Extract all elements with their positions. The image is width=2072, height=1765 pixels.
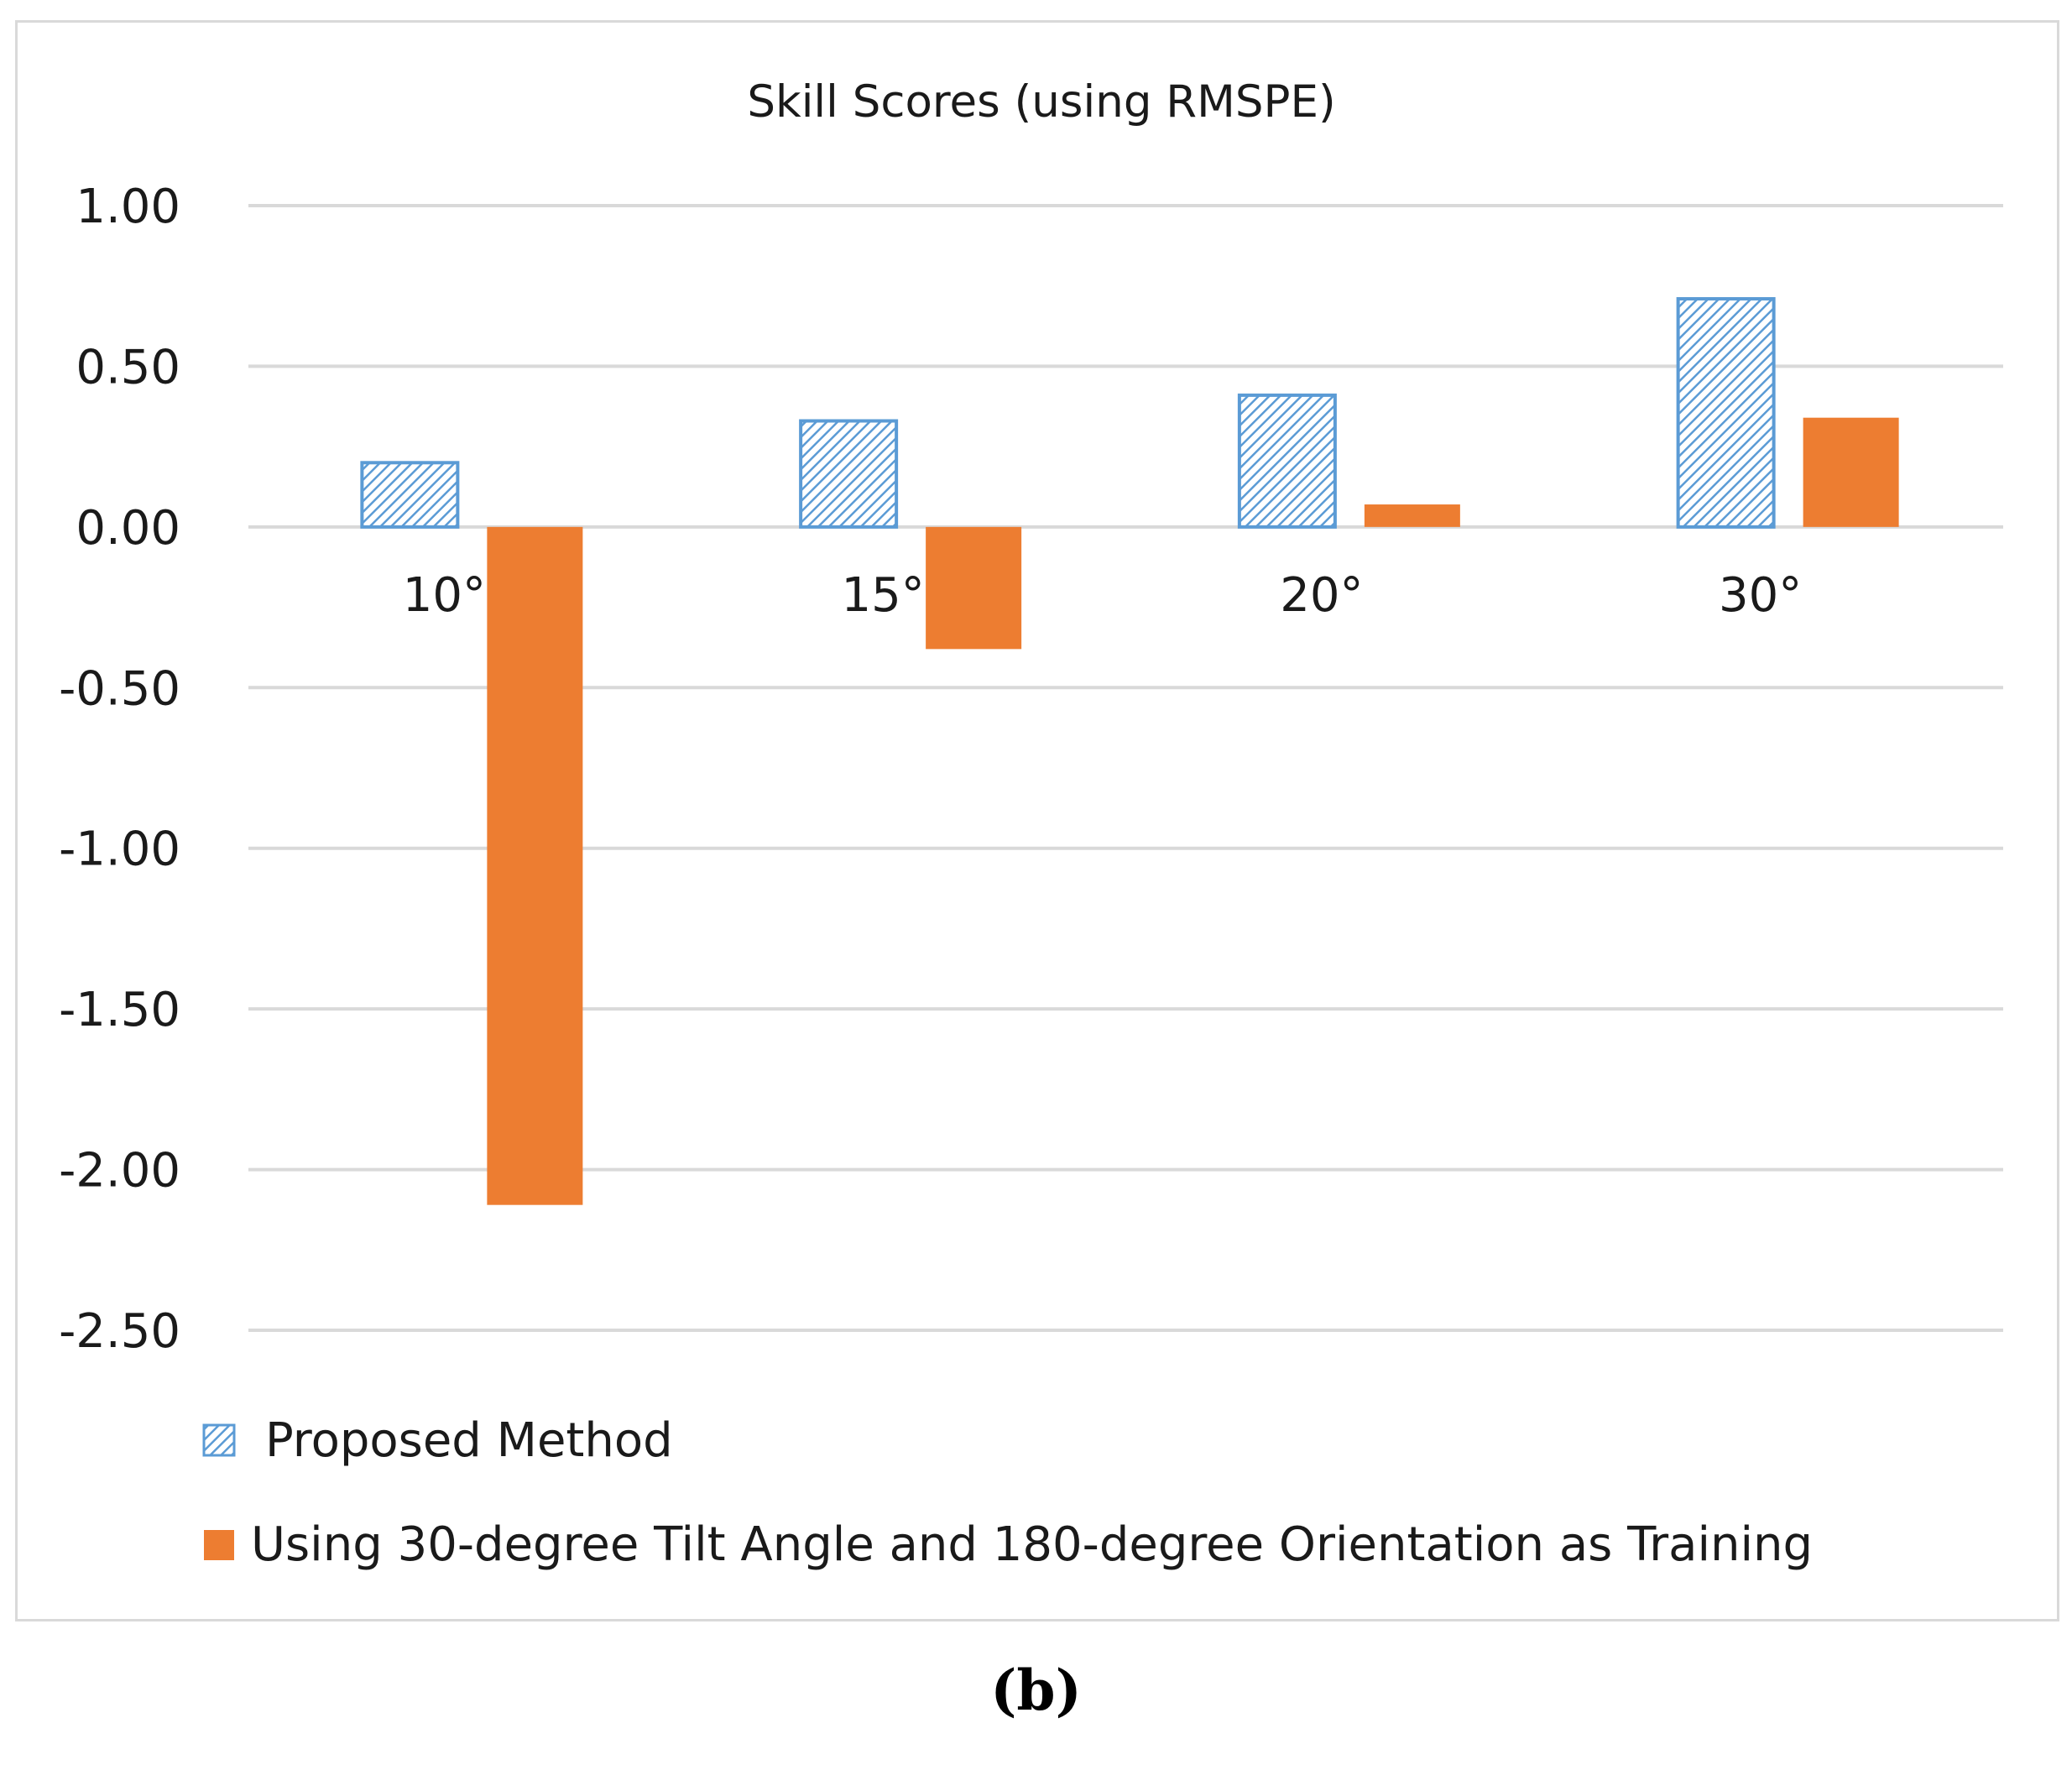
- legend-swatch-proposed: [202, 1423, 236, 1457]
- legend-item-proposed: Proposed Method: [202, 1413, 673, 1468]
- y-tick-label: 0.50: [76, 340, 180, 394]
- bar-training-30deg: [1364, 504, 1460, 527]
- chart-svg: Skill Scores (using RMSPE) 1.00 0.50 0.00 -…: [59, 76, 2003, 1572]
- panel-caption: (b): [990, 1658, 1082, 1723]
- legend-item-training: Using 30-degree Tilt Angle and 180-degre…: [204, 1517, 1813, 1572]
- bar-proposed-method: [799, 419, 899, 529]
- x-category-label: 15°: [841, 568, 924, 623]
- bar-training-30deg: [1803, 417, 1899, 527]
- x-category-label: 20°: [1280, 568, 1363, 623]
- bar-training-30deg: [487, 526, 583, 1205]
- legend-swatch-training: [204, 1530, 234, 1560]
- bar-proposed-method: [1676, 297, 1776, 529]
- legend: Proposed Method Using 30-degree Tilt Ang…: [202, 1413, 1813, 1572]
- legend-label-proposed: Proposed Method: [265, 1413, 673, 1468]
- bar-training-30deg: [926, 526, 1022, 650]
- y-tick-label: -1.00: [59, 822, 180, 877]
- x-axis-categories: 10° 15° 20° 30°: [403, 568, 1803, 623]
- chart-frame: Skill Scores (using RMSPE) 1.00 0.50 0.00 -…: [15, 20, 2059, 1621]
- y-tick-label: 0.00: [76, 501, 180, 556]
- bars: [360, 297, 1899, 1205]
- y-tick-label: -1.50: [59, 983, 180, 1037]
- chart-title: Skill Scores (using RMSPE): [747, 76, 1335, 128]
- x-category-label: 30°: [1719, 568, 1802, 623]
- x-category-label: 10°: [403, 568, 486, 623]
- y-axis-ticks: 1.00 0.50 0.00 -0.50 -1.00 -1.50 -2.00 -2.50: [59, 180, 180, 1359]
- legend-label-training: Using 30-degree Tilt Angle and 180-degre…: [251, 1517, 1813, 1572]
- y-tick-label: -2.00: [59, 1144, 180, 1198]
- bar-proposed-method: [360, 461, 460, 529]
- y-tick-label: -2.50: [59, 1304, 180, 1359]
- y-tick-label: -0.50: [59, 661, 180, 716]
- y-tick-label: 1.00: [76, 180, 180, 234]
- bar-proposed-method: [1237, 393, 1337, 529]
